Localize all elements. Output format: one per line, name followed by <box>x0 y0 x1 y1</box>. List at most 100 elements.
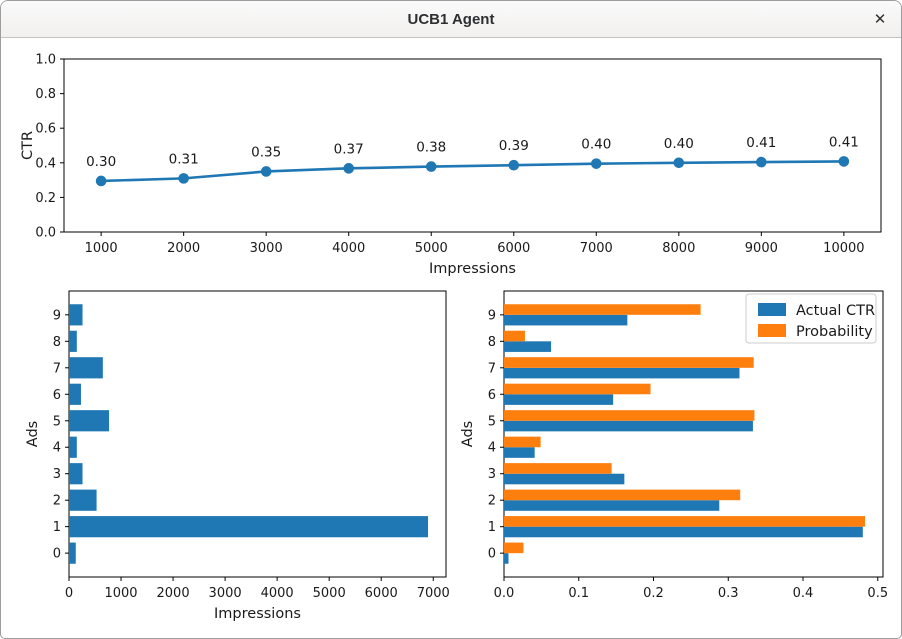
ctr-probability-bar-chart: 0.0 0.1 0.2 0.3 0.4 0.5 0 1 2 3 4 5 6 7 8 9 Ads Actual CT… <box>460 290 888 601</box>
x-tick-label: 10000 <box>823 241 864 256</box>
y-tick-label: 9 <box>488 308 496 323</box>
legend-label: Actual CTR <box>796 303 875 319</box>
probability-bar-ad-1 <box>504 516 866 527</box>
ctr-data-point <box>838 156 850 167</box>
y-tick-label: 0.8 <box>35 87 56 102</box>
y-tick-label: 5 <box>488 414 496 429</box>
x-tick-label: 5000 <box>415 241 448 256</box>
y-tick-label: 0.6 <box>35 122 56 137</box>
window-titlebar[interactable]: UCB1 Agent ✕ <box>1 1 901 38</box>
impressions-bar-ad-3 <box>69 463 83 485</box>
y-tick-label: 0.4 <box>35 156 56 171</box>
actual-ctr-bar-ad-8 <box>504 341 552 352</box>
ctr-point-label: 0.39 <box>499 138 529 154</box>
ctr-point-label: 0.41 <box>829 134 859 150</box>
legend-label: Probability <box>796 324 873 340</box>
ctr-point-label: 0.30 <box>86 154 116 170</box>
x-tick-label: 8000 <box>662 241 695 256</box>
legend-swatch <box>758 324 786 337</box>
ctr-point-label: 0.41 <box>746 135 776 151</box>
impressions-bar-ad-5 <box>69 410 110 432</box>
close-button[interactable]: ✕ <box>867 6 893 32</box>
probability-bar-ad-2 <box>504 489 741 501</box>
x-axis-label: Impressions <box>429 261 516 277</box>
x-tick-label: 4000 <box>261 586 294 601</box>
x-tick-label: 0.5 <box>867 586 888 601</box>
ctr-data-point <box>756 156 767 168</box>
ctr-data-point <box>590 158 602 169</box>
x-tick-label: 0.3 <box>718 586 739 601</box>
y-tick-label: 0 <box>53 547 61 562</box>
probability-bar-ad-3 <box>504 463 612 474</box>
impressions-bar-ad-2 <box>69 489 97 511</box>
actual-ctr-bar-ad-5 <box>504 420 753 432</box>
x-tick-label: 6000 <box>497 241 530 256</box>
y-tick-label: 3 <box>53 467 61 482</box>
x-tick-label: 0.1 <box>568 586 589 601</box>
y-tick-label: 6 <box>488 388 496 403</box>
y-axis-label: Ads <box>460 421 476 447</box>
x-tick-label: 1000 <box>104 586 137 601</box>
ctr-point-label: 0.38 <box>416 140 446 156</box>
x-tick-label: 1000 <box>85 241 118 256</box>
x-tick-label: 2000 <box>167 241 200 256</box>
x-tick-label: 4000 <box>332 241 365 256</box>
x-tick-label: 9000 <box>745 241 778 256</box>
legend-swatch <box>758 303 786 316</box>
y-tick-label: 6 <box>53 388 61 403</box>
y-tick-label: 9 <box>53 308 61 323</box>
y-tick-label: 1 <box>488 520 496 535</box>
y-tick-label: 7 <box>488 361 496 376</box>
impressions-bar-ad-1 <box>69 516 429 538</box>
ctr-data-point <box>178 173 189 184</box>
x-axis-label: Impressions <box>214 606 301 622</box>
impressions-bar-ad-4 <box>69 436 77 458</box>
actual-ctr-bar-ad-7 <box>504 367 740 379</box>
x-tick-label: 0.4 <box>793 586 814 601</box>
y-tick-label: 1.0 <box>35 53 56 68</box>
x-tick-label: 2000 <box>157 586 190 601</box>
probability-bar-ad-8 <box>504 330 525 342</box>
ctr-line-chart: 1000 2000 3000 4000 5000 6000 7000 8000 9000 1000… <box>20 53 882 277</box>
y-tick-label: 4 <box>53 441 61 456</box>
y-tick-label: 0 <box>488 547 496 562</box>
probability-bar-ad-4 <box>504 436 541 448</box>
legend: Actual CTR Probability <box>745 293 877 344</box>
x-tick-label: 5000 <box>313 586 346 601</box>
ctr-data-point <box>508 159 520 171</box>
impressions-bar-ad-0 <box>69 542 76 564</box>
y-axis-label: CTR <box>20 131 36 160</box>
probability-bar-ad-9 <box>504 304 701 315</box>
x-tick-label: 6000 <box>365 586 398 601</box>
impressions-bar-ad-9 <box>69 304 83 326</box>
probability-bar-ad-0 <box>504 542 524 554</box>
y-tick-label: 2 <box>53 494 61 509</box>
y-tick-label: 0.0 <box>35 226 56 241</box>
ctr-data-point <box>260 166 272 177</box>
x-tick-label: 0.0 <box>494 586 515 601</box>
actual-ctr-bar-ad-0 <box>504 553 509 564</box>
window-title: UCB1 Agent <box>407 10 495 28</box>
actual-ctr-bar-ad-1 <box>504 526 863 538</box>
impressions-bar-ad-8 <box>69 330 77 352</box>
ctr-data-point <box>343 163 355 174</box>
ctr-data-point <box>425 161 437 172</box>
x-tick-label: 3000 <box>209 586 242 601</box>
ctr-data-point <box>95 175 107 187</box>
actual-ctr-bar-ad-2 <box>504 500 720 511</box>
x-tick-label: 0.2 <box>643 586 664 601</box>
y-tick-label: 2 <box>488 494 496 509</box>
probability-bar-ad-5 <box>504 410 755 421</box>
y-tick-label: 8 <box>488 335 496 350</box>
actual-ctr-bar-ad-9 <box>504 314 628 326</box>
actual-ctr-bar-ad-4 <box>504 447 535 458</box>
actual-ctr-bar-ad-6 <box>504 394 614 405</box>
impressions-bar-ad-6 <box>69 383 81 405</box>
ctr-data-point <box>673 157 685 169</box>
y-axis-label: Ads <box>25 421 41 447</box>
y-tick-label: 8 <box>53 335 61 350</box>
x-tick-label: 3000 <box>250 241 283 256</box>
actual-ctr-bar-ad-3 <box>504 473 625 485</box>
impressions-bar-chart: 0 1000 2000 3000 4000 5000 6000 7000 0 1 2 3 4 5 6 7 8 9 I… <box>25 290 450 622</box>
